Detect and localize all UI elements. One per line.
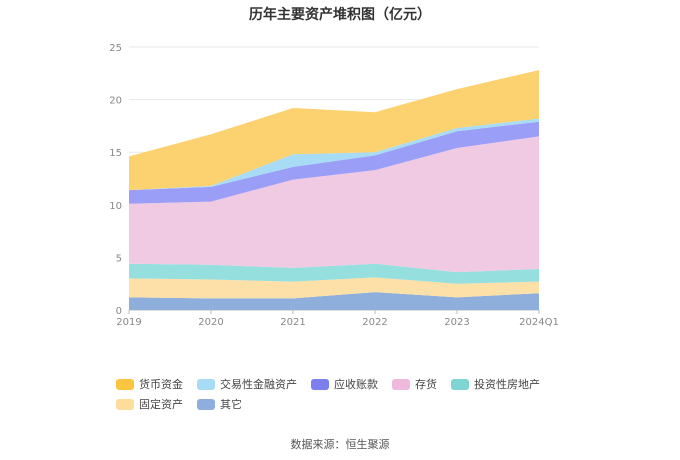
legend-label: 固定资产: [139, 398, 183, 411]
area-series: [129, 118, 539, 191]
legend-label: 货币资金: [139, 378, 183, 391]
legend-swatch: [197, 398, 215, 410]
area-series: [129, 136, 539, 273]
legend-label: 交易性金融资产: [220, 378, 297, 391]
chart-title: 历年主要资产堆积图（亿元）: [249, 7, 431, 23]
legend-item[interactable]: 货币资金: [116, 377, 183, 391]
area-series: [129, 121, 539, 204]
legend-item[interactable]: 其它: [197, 397, 242, 411]
legend-swatch: [197, 378, 215, 390]
legend-item[interactable]: 交易性金融资产: [197, 377, 297, 391]
legend-item[interactable]: 固定资产: [116, 397, 183, 411]
y-tick-label: 5: [116, 253, 122, 264]
x-tick-label: 2023: [444, 317, 469, 328]
legend-swatch: [392, 378, 410, 390]
legend-swatch: [451, 378, 469, 390]
legend: 货币资金 交易性金融资产 应收账款 存货 投资性房地产固定资产 其它: [116, 377, 586, 411]
y-tick-label: 10: [109, 201, 122, 212]
area-series: [129, 292, 539, 310]
x-tick-label: 2019: [116, 317, 141, 328]
y-tick-label: 0: [116, 306, 122, 317]
legend-swatch: [116, 378, 134, 390]
legend-label: 其它: [220, 398, 242, 411]
legend-label: 存货: [415, 378, 437, 391]
y-tick-label: 25: [109, 43, 122, 54]
legend-item[interactable]: 应收账款: [311, 377, 378, 391]
legend-swatch: [116, 398, 134, 410]
legend-item[interactable]: 投资性房地产: [451, 377, 540, 391]
x-tick-label: 2021: [280, 317, 305, 328]
x-tick-label: 2024Q1: [519, 317, 559, 328]
area-series: [129, 277, 539, 299]
area-series: [129, 263, 539, 284]
x-tick-label: 2020: [198, 317, 223, 328]
legend-item[interactable]: 存货: [392, 377, 437, 391]
area-series: [129, 70, 539, 191]
y-tick-label: 20: [109, 96, 122, 107]
legend-label: 应收账款: [334, 378, 378, 391]
y-tick-label: 15: [109, 148, 122, 159]
legend-label: 投资性房地产: [474, 378, 540, 391]
x-tick-label: 2022: [362, 317, 387, 328]
legend-swatch: [311, 378, 329, 390]
data-source: 数据来源：恒生聚源: [290, 438, 390, 451]
